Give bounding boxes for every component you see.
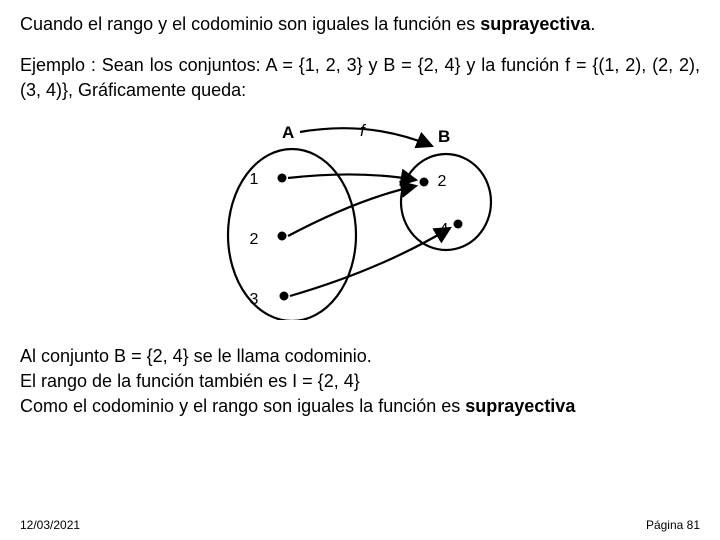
svg-text:1: 1 — [250, 171, 259, 188]
intro-paragraph: Cuando el rango y el codominio son igual… — [20, 12, 700, 37]
range-line: El rango de la función también es I = {2… — [20, 369, 700, 394]
example-paragraph: Ejemplo : Sean los conjuntos: A = {1, 2,… — [20, 53, 700, 103]
conclusion-prefix: Como el codominio y el rango son iguales… — [20, 396, 465, 416]
svg-text:2: 2 — [438, 173, 447, 190]
intro-text-prefix: Cuando el rango y el codominio son igual… — [20, 14, 480, 34]
footer: 12/03/2021 Página 81 — [20, 518, 700, 532]
codomain-line: Al conjunto B = {2, 4} se le llama codom… — [20, 344, 700, 369]
svg-text:A: A — [282, 123, 294, 142]
conclusion-bold: suprayectiva — [465, 396, 575, 416]
svg-text:2: 2 — [250, 231, 259, 248]
svg-text:B: B — [438, 127, 450, 146]
footer-date: 12/03/2021 — [20, 518, 80, 532]
svg-text:f: f — [360, 121, 367, 140]
svg-text:3: 3 — [250, 291, 259, 308]
function-diagram: AfB12324 — [210, 120, 510, 320]
intro-text-bold: suprayectiva — [480, 14, 590, 34]
intro-text-suffix: . — [590, 14, 595, 34]
diagram-container: AfB12324 — [20, 120, 700, 320]
footer-page: Página 81 — [646, 518, 700, 532]
conclusion-paragraph: Como el codominio y el rango son iguales… — [20, 394, 700, 419]
